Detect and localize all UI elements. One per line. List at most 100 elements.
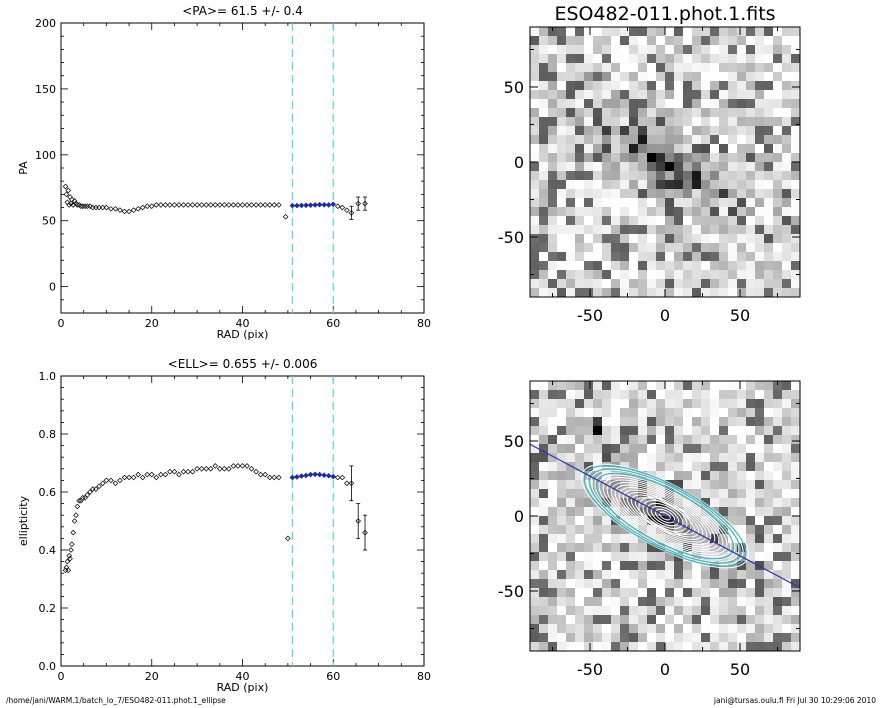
image-pixel	[791, 27, 801, 37]
image-pixel	[656, 180, 666, 190]
image-pixel	[782, 588, 792, 598]
image-pixel	[746, 54, 756, 64]
image-pixel	[566, 489, 576, 499]
image-pixel	[593, 99, 603, 109]
x-tick-label: 20	[145, 670, 159, 683]
image-pixel	[782, 144, 792, 154]
image-pixel	[647, 261, 657, 271]
image-pixel	[746, 270, 756, 280]
footer-path: /home/jani/WARM.1/batch_lo_7/ESO482-011.…	[6, 696, 226, 705]
image-pixel	[530, 225, 540, 235]
image-pixel	[602, 207, 612, 217]
image-pixel	[548, 126, 558, 136]
image-pixel	[683, 144, 693, 154]
image-pixel	[620, 615, 630, 625]
image-pixel	[620, 252, 630, 262]
image-pixel	[701, 480, 711, 490]
image-pixel	[782, 552, 792, 562]
image-pixel	[710, 261, 720, 271]
image-pixel	[602, 270, 612, 280]
image-pixel	[692, 435, 702, 445]
image-pixel	[665, 45, 675, 55]
image-pixel	[647, 63, 657, 73]
image-pixel	[755, 189, 765, 199]
image-pixel	[737, 45, 747, 55]
image-pixel	[557, 117, 567, 127]
image-pixel	[710, 462, 720, 472]
image-pixel	[539, 390, 549, 400]
image-pixel	[557, 45, 567, 55]
image-pixel	[719, 642, 729, 652]
image-pixel	[584, 162, 594, 172]
image-pixel	[701, 462, 711, 472]
image-pixel	[584, 81, 594, 91]
image-pixel	[728, 135, 738, 145]
image-pixel	[611, 435, 621, 445]
image-pixel	[611, 189, 621, 199]
image-pixel	[710, 162, 720, 172]
image-pixel	[710, 444, 720, 454]
image-pixel	[755, 489, 765, 499]
image-pixel	[611, 642, 621, 652]
image-pixel	[584, 45, 594, 55]
image-pixel	[548, 516, 558, 526]
image-pixel	[683, 252, 693, 262]
image-pixel	[530, 489, 540, 499]
image-pixel	[638, 615, 648, 625]
image-pixel	[530, 399, 540, 409]
image-pixel	[611, 63, 621, 73]
image-pixel	[602, 261, 612, 271]
image-pixel	[602, 81, 612, 91]
image-pixel	[755, 480, 765, 490]
image-pixel	[737, 615, 747, 625]
data-point	[194, 466, 200, 472]
image-pixel	[656, 216, 666, 226]
image-pixel	[692, 99, 702, 109]
image-pixel	[683, 234, 693, 244]
image-pixel	[665, 444, 675, 454]
image-pixel	[557, 63, 567, 73]
image-pixel	[575, 270, 585, 280]
image-pixel	[755, 579, 765, 589]
image-pixel	[764, 597, 774, 607]
image-pixel	[764, 279, 774, 289]
x-tick-label: 50	[730, 306, 750, 325]
image-pixel	[728, 144, 738, 154]
image-pixel	[710, 198, 720, 208]
data-point	[135, 206, 141, 212]
data-point	[217, 202, 223, 208]
image-pixel	[737, 435, 747, 445]
image-pixel	[764, 606, 774, 616]
image-pixel	[638, 390, 648, 400]
image-pixel	[584, 63, 594, 73]
image-pixel	[593, 570, 603, 580]
image-pixel	[629, 642, 639, 652]
image-pixel	[611, 444, 621, 454]
image-pixel	[602, 642, 612, 652]
image-pixel	[755, 606, 765, 616]
image-pixel	[602, 426, 612, 436]
image-pixel	[710, 480, 720, 490]
image-pixel	[575, 462, 585, 472]
image-pixel	[557, 216, 567, 226]
data-point	[126, 208, 132, 215]
data-point	[257, 202, 264, 208]
image-pixel	[638, 633, 648, 643]
image-pixel	[629, 624, 639, 634]
image-pixel	[656, 270, 666, 280]
image-pixel	[593, 63, 603, 73]
image-pixel	[782, 615, 792, 625]
image-pixel	[665, 417, 675, 427]
image-pixel	[656, 516, 666, 526]
data-point	[271, 202, 278, 208]
image-pixel	[746, 381, 756, 391]
image-pixel	[728, 633, 738, 643]
image-pixel	[719, 63, 729, 73]
image-pixel	[611, 126, 621, 136]
image-pixel	[638, 99, 648, 109]
image-pixel	[656, 489, 666, 499]
image-pixel	[710, 144, 720, 154]
image-pixel	[548, 489, 558, 499]
image-pixel	[557, 99, 567, 109]
image-pixel	[548, 279, 558, 289]
